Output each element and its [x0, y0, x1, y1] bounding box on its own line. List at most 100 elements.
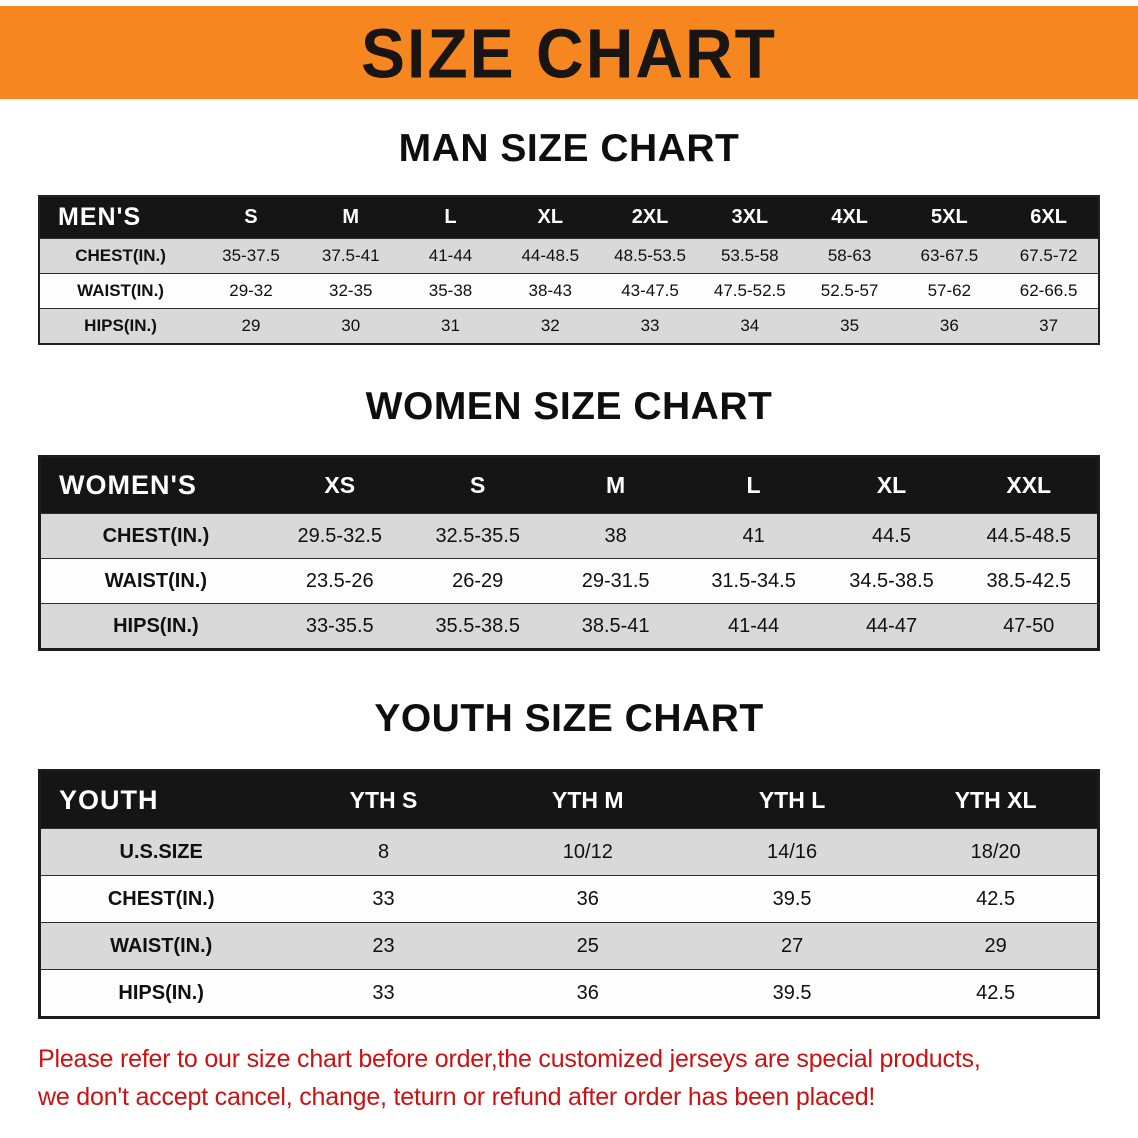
value-cell: 29-32: [201, 273, 301, 309]
value-cell: 35-38: [400, 273, 501, 309]
value-cell: 38.5-42.5: [960, 558, 1099, 604]
value-cell: 32: [500, 308, 601, 344]
value-cell: 23: [281, 922, 486, 970]
section-men: MAN SIZE CHART MEN'S S M L XL 2XL 3XL 4XL 5XL 6XL…: [38, 99, 1100, 345]
measurement-row: HIPS(IN.) 33 36 39.5 42.5: [39, 969, 1099, 1018]
value-cell: 36: [899, 308, 1000, 344]
value-cell: 36: [485, 969, 690, 1018]
value-cell: 34: [699, 308, 800, 344]
measurement-row: HIPS(IN.) 29 30 31 32 33 34 35 36 37: [39, 308, 1099, 344]
value-cell: 30: [300, 308, 401, 344]
measurement-row: CHEST(IN.) 33 36 39.5 42.5: [39, 875, 1099, 923]
size-header-cell: S: [244, 206, 258, 228]
value-cell: 62-66.5: [999, 273, 1099, 309]
value-cell: 44-47: [822, 603, 961, 650]
disclaimer-line-1: Please refer to our size chart before or…: [38, 1045, 981, 1073]
row-label-cell: CHEST(IN.): [39, 238, 202, 274]
youth-section-heading: YOUTH SIZE CHART: [374, 697, 764, 740]
page-title: SIZE CHART: [361, 13, 777, 92]
value-cell: 33: [281, 969, 486, 1018]
value-cell: 58-63: [799, 238, 900, 274]
row-label-cell: WAIST(IN.): [39, 273, 202, 309]
women-section-heading: WOMEN SIZE CHART: [365, 385, 773, 428]
size-header-cell: YTH M: [552, 786, 624, 813]
value-cell: 35-37.5: [201, 238, 301, 274]
men-size-table: MEN'S S M L XL 2XL 3XL 4XL 5XL 6XL CHEST(IN.) 35-37…: [38, 195, 1100, 345]
section-women: WOMEN SIZE CHART WOMEN'S XS S M L XL XXL CHEST(…: [38, 345, 1100, 651]
value-cell: 39.5: [689, 875, 895, 923]
row-label-cell: HIPS(IN.): [39, 308, 202, 344]
row-label-cell: HIPS(IN.): [39, 603, 271, 650]
value-cell: 8: [281, 828, 486, 876]
row-label-cell: WAIST(IN.): [39, 558, 271, 604]
measurement-row: WAIST(IN.) 29-32 32-35 35-38 38-43 43-47.5 47.…: [39, 273, 1099, 309]
size-header-cell: YTH S: [349, 786, 418, 813]
value-cell: 39.5: [689, 969, 895, 1018]
value-cell: 63-67.5: [899, 238, 1000, 274]
size-header-cell: XXL: [1006, 472, 1052, 498]
size-header-cell: M: [606, 472, 626, 498]
size-chart-page: { "banner": { "title": "SIZE CHART" }, "…: [0, 6, 1138, 1138]
value-cell: 10/12: [485, 828, 690, 876]
measurement-row: U.S.SIZE 8 10/12 14/16 18/20: [39, 828, 1099, 876]
value-cell: 29: [894, 922, 1099, 970]
value-cell: 33: [281, 875, 486, 923]
value-cell: 47.5-52.5: [699, 273, 800, 309]
value-cell: 37.5-41: [300, 238, 401, 274]
value-cell: 27: [689, 922, 895, 970]
value-cell: 32.5-35.5: [408, 513, 547, 559]
content: MAN SIZE CHART MEN'S S M L XL 2XL 3XL 4XL 5XL 6XL…: [38, 99, 1100, 1116]
value-cell: 38: [546, 513, 685, 559]
value-cell: 36: [485, 875, 690, 923]
measurement-row: WAIST(IN.) 23 25 27 29: [39, 922, 1099, 970]
size-header-cell: 2XL: [631, 206, 669, 228]
size-header-cell: 4XL: [831, 206, 868, 228]
value-cell: 52.5-57: [799, 273, 900, 309]
value-cell: 38-43: [500, 273, 601, 309]
value-cell: 44.5-48.5: [960, 513, 1099, 559]
row-label-cell: CHEST(IN.): [39, 513, 271, 559]
measurement-row: CHEST(IN.) 29.5-32.5 32.5-35.5 38 41 44.5 44.5…: [39, 513, 1099, 559]
value-cell: 35.5-38.5: [408, 603, 547, 650]
value-cell: 47-50: [960, 603, 1099, 650]
value-cell: 23.5-26: [270, 558, 409, 604]
row-label-cell: CHEST(IN.): [39, 875, 282, 923]
value-cell: 25: [485, 922, 690, 970]
value-cell: 67.5-72: [999, 238, 1099, 274]
size-header-cell: YTH XL: [954, 786, 1037, 813]
women-size-table: WOMEN'S XS S M L XL XXL CHEST(IN.) 29.5-32.5 32.5…: [38, 455, 1100, 651]
value-cell: 42.5: [894, 875, 1099, 923]
value-cell: 14/16: [689, 828, 895, 876]
value-cell: 32-35: [300, 273, 401, 309]
value-cell: 44.5: [822, 513, 961, 559]
table-title-cell: YOUTH: [59, 784, 159, 815]
value-cell: 37: [999, 308, 1099, 344]
value-cell: 43-47.5: [600, 273, 700, 309]
value-cell: 33-35.5: [270, 603, 409, 650]
value-cell: 31.5-34.5: [684, 558, 823, 604]
measurement-row: HIPS(IN.) 33-35.5 35.5-38.5 38.5-41 41-44 44-…: [39, 603, 1099, 650]
youth-size-table: YOUTH YTH S YTH M YTH L YTH XL U.S.SIZE 8 10/12…: [38, 769, 1100, 1019]
table-header-row: YOUTH YTH S YTH M YTH L YTH XL: [39, 770, 1099, 829]
size-header-cell: 5XL: [930, 206, 968, 228]
value-cell: 41: [684, 513, 823, 559]
size-header-cell: YTH L: [758, 786, 826, 813]
size-header-cell: 6XL: [1030, 206, 1067, 228]
size-header-cell: L: [444, 206, 457, 228]
value-cell: 31: [400, 308, 501, 344]
table-header-row: WOMEN'S XS S M L XL XXL: [39, 456, 1099, 514]
value-cell: 26-29: [408, 558, 547, 604]
measurement-row: CHEST(IN.) 35-37.5 37.5-41 41-44 44-48.5 48.5…: [39, 238, 1099, 274]
value-cell: 29.5-32.5: [270, 513, 409, 559]
table-title-cell: MEN'S: [58, 203, 142, 231]
row-label-cell: WAIST(IN.): [39, 922, 282, 970]
value-cell: 41-44: [400, 238, 501, 274]
disclaimer-line-2: we don't accept cancel, change, teturn o…: [38, 1082, 876, 1111]
value-cell: 18/20: [894, 828, 1099, 876]
value-cell: 29: [201, 308, 301, 344]
measurement-row: WAIST(IN.) 23.5-26 26-29 29-31.5 31.5-34.5 34…: [39, 558, 1099, 604]
size-header-cell: S: [470, 472, 486, 498]
value-cell: 57-62: [899, 273, 1000, 309]
size-header-cell: M: [342, 206, 360, 228]
value-cell: 29-31.5: [546, 558, 685, 604]
